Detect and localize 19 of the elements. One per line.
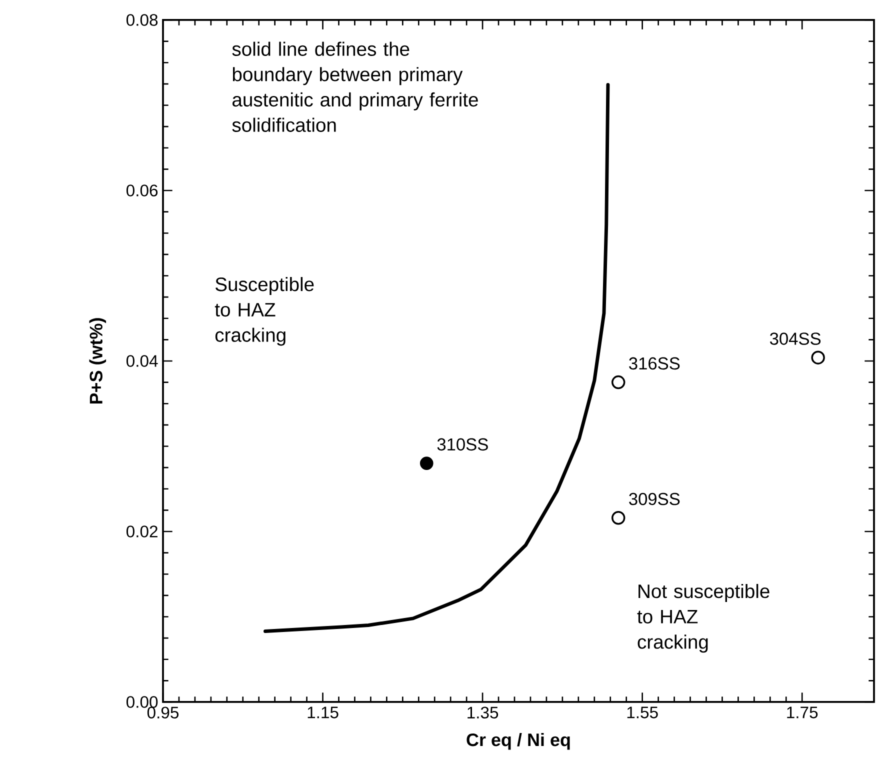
- x-tick-label: 1.75: [787, 706, 818, 718]
- x-tick-label: 1.35: [468, 706, 498, 718]
- annotation: 309SS: [629, 492, 680, 506]
- x-tick-label: 0.95: [147, 706, 179, 718]
- annotation: 316SS: [629, 357, 680, 370]
- y-tick-label: 0.02: [126, 526, 158, 538]
- annotation: 310SS: [437, 438, 488, 451]
- annotation: Susceptible to HAZ cracking: [214, 277, 314, 346]
- y-tick-label: 0.00: [126, 696, 158, 708]
- annotation: solid line defines the boundary between primary austenitic and primary ferrite solidification: [232, 42, 478, 132]
- y-tick-label: 0.08: [126, 14, 158, 26]
- y-tick-label: 0.04: [126, 355, 158, 367]
- y-axis-title: P+S (wt%): [89, 318, 106, 404]
- annotation: 304SS: [770, 332, 821, 345]
- x-tick-label: 1.55: [627, 706, 658, 718]
- x-axis-title: Cr eq / Ni eq: [466, 732, 570, 750]
- y-tick-label: 0.06: [126, 184, 158, 196]
- x-tick-label: 1.15: [308, 706, 338, 718]
- annotation: Not susceptible to HAZ cracking: [637, 584, 770, 653]
